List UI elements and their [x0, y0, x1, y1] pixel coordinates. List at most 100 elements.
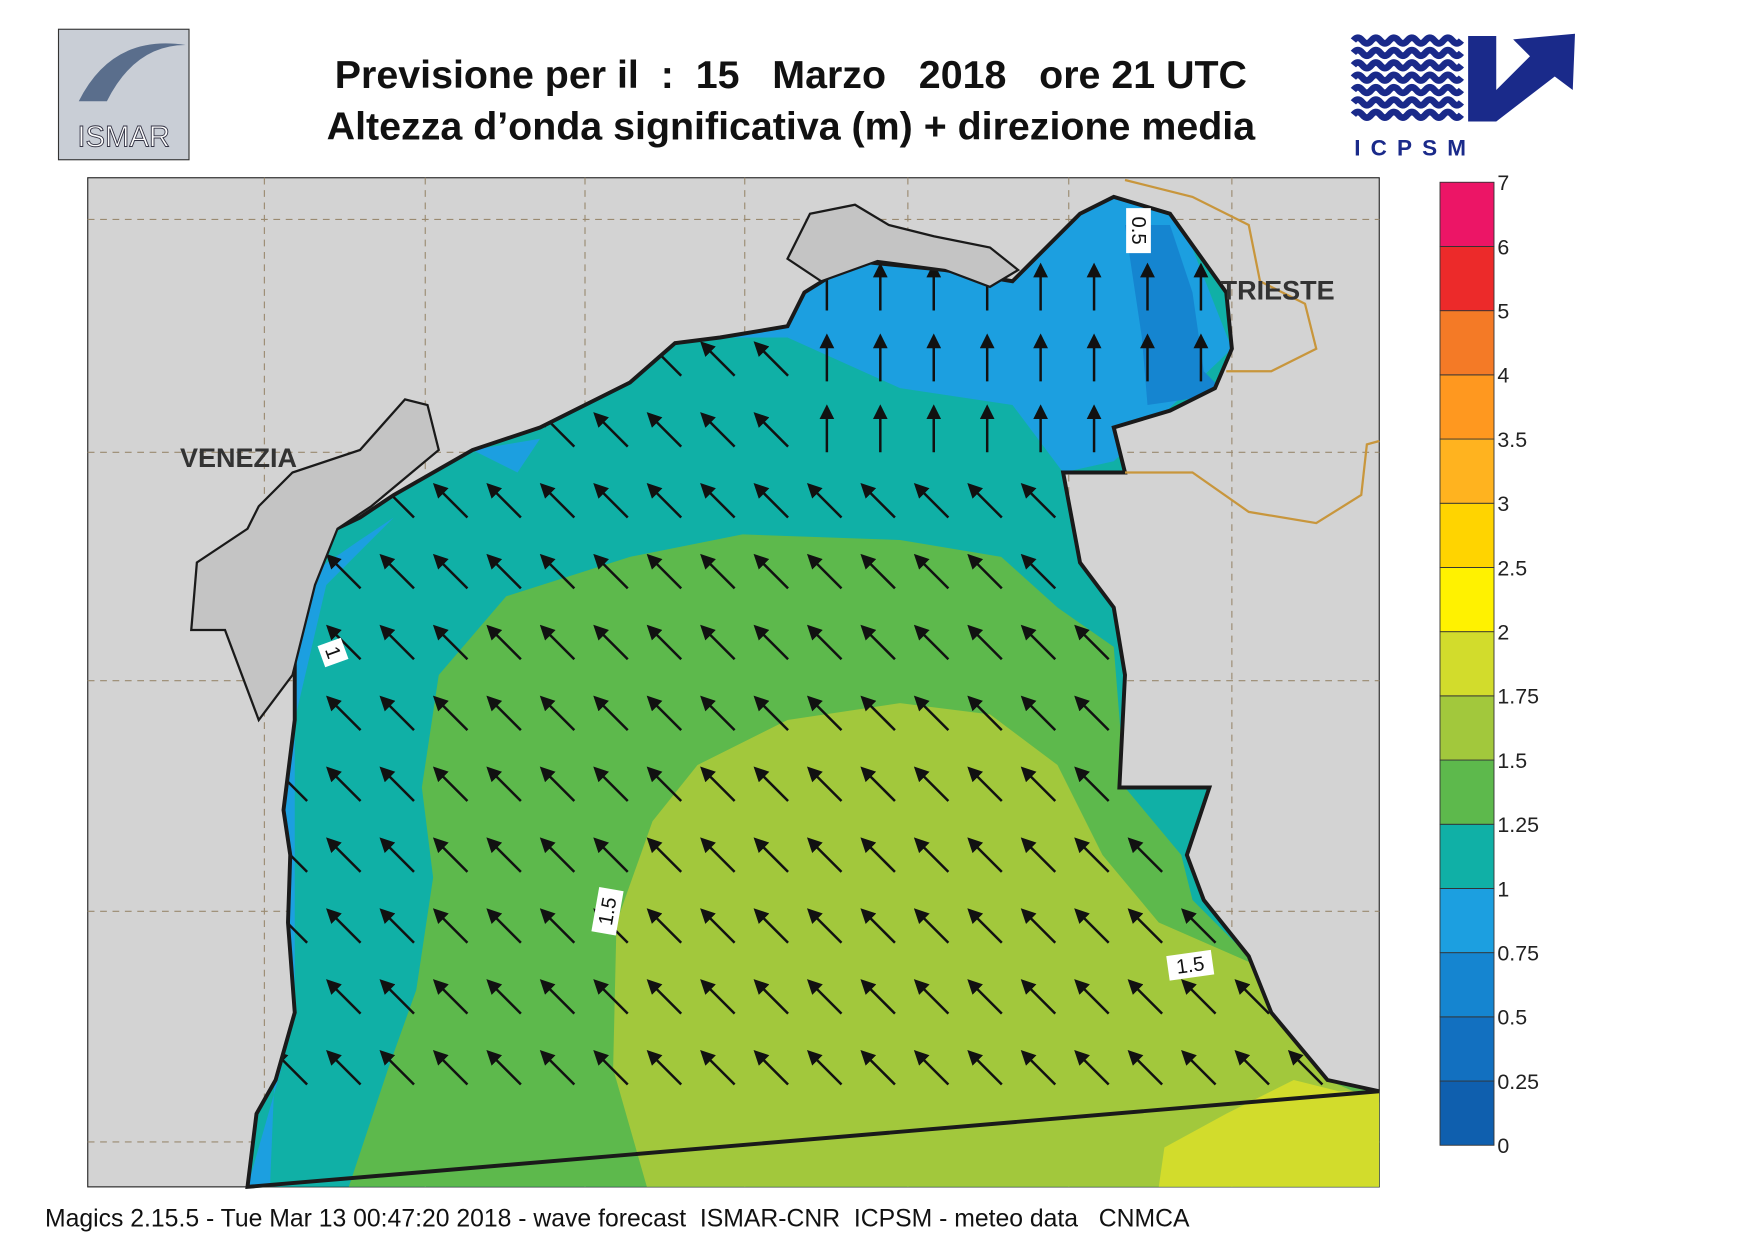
arrow	[1020, 624, 1057, 661]
arrow	[860, 979, 896, 1015]
arrow	[486, 1049, 522, 1086]
arrow	[700, 695, 736, 732]
arrow	[967, 766, 1003, 802]
coastline	[245, 194, 1380, 1190]
arrow	[1287, 1049, 1324, 1086]
arrow	[700, 908, 736, 944]
contour-labels: 0.5 1 1.5 1.5	[317, 208, 1215, 981]
arrow	[913, 695, 950, 732]
arrow	[646, 624, 683, 661]
arrow	[753, 908, 789, 944]
arrow	[593, 695, 629, 732]
arrow	[753, 979, 789, 1015]
arrow	[486, 766, 522, 802]
legend-label: 1.5	[1497, 749, 1527, 773]
arrow	[593, 482, 629, 519]
legend-label: 3.5	[1497, 428, 1527, 452]
legend-swatch	[1439, 1080, 1495, 1146]
place-label: TRIESTE	[1221, 275, 1335, 305]
arrow	[432, 766, 469, 802]
legend-swatch	[1439, 1016, 1495, 1082]
arrow	[913, 482, 950, 519]
legend-swatch	[1439, 823, 1495, 889]
legend-swatch	[1439, 181, 1495, 247]
legend-swatch	[1439, 888, 1495, 954]
legend-swatch	[1439, 245, 1495, 312]
arrow	[806, 624, 843, 661]
arrow	[806, 482, 843, 519]
arrow	[1181, 1049, 1217, 1086]
arrow	[1074, 908, 1110, 944]
arrow	[432, 1049, 469, 1086]
arrow	[1020, 766, 1057, 802]
arrow	[700, 341, 736, 377]
arrow	[806, 1049, 843, 1086]
logo-wave	[1350, 108, 1465, 121]
arrow	[593, 766, 629, 802]
legend-label: 1	[1497, 877, 1509, 901]
arrow	[700, 553, 736, 590]
arrow	[753, 341, 789, 377]
legend-swatch	[1439, 438, 1495, 504]
arrow	[860, 624, 896, 661]
arrow	[753, 412, 789, 448]
arrow	[1020, 979, 1057, 1015]
arrow	[646, 837, 683, 873]
legend-swatch	[1439, 502, 1495, 568]
footer: Magics 2.15.5 - Tue Mar 13 00:47:20 2018…	[45, 1205, 1190, 1232]
arrow	[1234, 1049, 1270, 1086]
logo-wave	[1350, 46, 1465, 60]
arrow	[593, 624, 629, 661]
arrow	[860, 837, 896, 873]
arrow	[539, 908, 576, 944]
logo-wave	[1350, 34, 1465, 47]
arrow	[432, 837, 469, 873]
arrow	[486, 979, 522, 1015]
logo-wave	[1350, 83, 1465, 97]
arrow	[1020, 482, 1057, 519]
arrow	[432, 979, 469, 1015]
arrow	[593, 979, 629, 1015]
legend-swatch	[1439, 952, 1495, 1018]
arrow	[1127, 908, 1164, 944]
logo-swirl	[78, 43, 186, 102]
arrow	[1074, 624, 1110, 661]
arrow	[1234, 979, 1270, 1015]
arrow	[1181, 908, 1217, 944]
contour-label: 1.5	[595, 896, 622, 928]
arrow	[806, 979, 843, 1015]
arrow	[967, 1049, 1003, 1086]
arrow	[326, 908, 362, 944]
arrow	[379, 908, 415, 944]
arrow	[753, 553, 789, 590]
contour-label: 0.5	[1127, 217, 1149, 245]
arrow	[967, 482, 1003, 519]
arrow	[539, 766, 576, 802]
arrow	[1074, 1049, 1110, 1086]
legend-label: 7	[1497, 171, 1509, 195]
logo-wave	[1350, 71, 1465, 84]
arrow	[860, 766, 896, 802]
zone-15	[613, 703, 1380, 1187]
logo-text: ISMAR	[77, 121, 170, 153]
arrow	[326, 837, 362, 873]
arrow	[700, 766, 736, 802]
legend-label: 0.25	[1497, 1070, 1539, 1094]
place-label: VENEZIA	[180, 443, 297, 473]
arrow	[806, 908, 843, 944]
legend-label: 6	[1497, 235, 1509, 259]
arrow	[486, 908, 522, 944]
legend-swatch	[1439, 759, 1495, 825]
arrow	[326, 553, 362, 590]
arrow	[486, 482, 522, 519]
arrow	[326, 1049, 362, 1086]
arrow	[860, 553, 896, 590]
arrow	[539, 979, 576, 1015]
legend: 0 0.25 0.5 0.75 1 1.25 1.5 1.75 2 2.5 3 3.5 4 5 6 7	[1439, 171, 1539, 1158]
arrow	[967, 553, 1003, 590]
title: Previsione per il : 15 Marzo 2018 ore 21…	[335, 53, 1247, 97]
arrow	[593, 553, 629, 590]
map: VENEZIA TRIESTE 0.5 1 1.5 1.5	[87, 177, 1380, 1190]
arrow	[1020, 695, 1057, 732]
logo-arrow	[1468, 33, 1575, 122]
